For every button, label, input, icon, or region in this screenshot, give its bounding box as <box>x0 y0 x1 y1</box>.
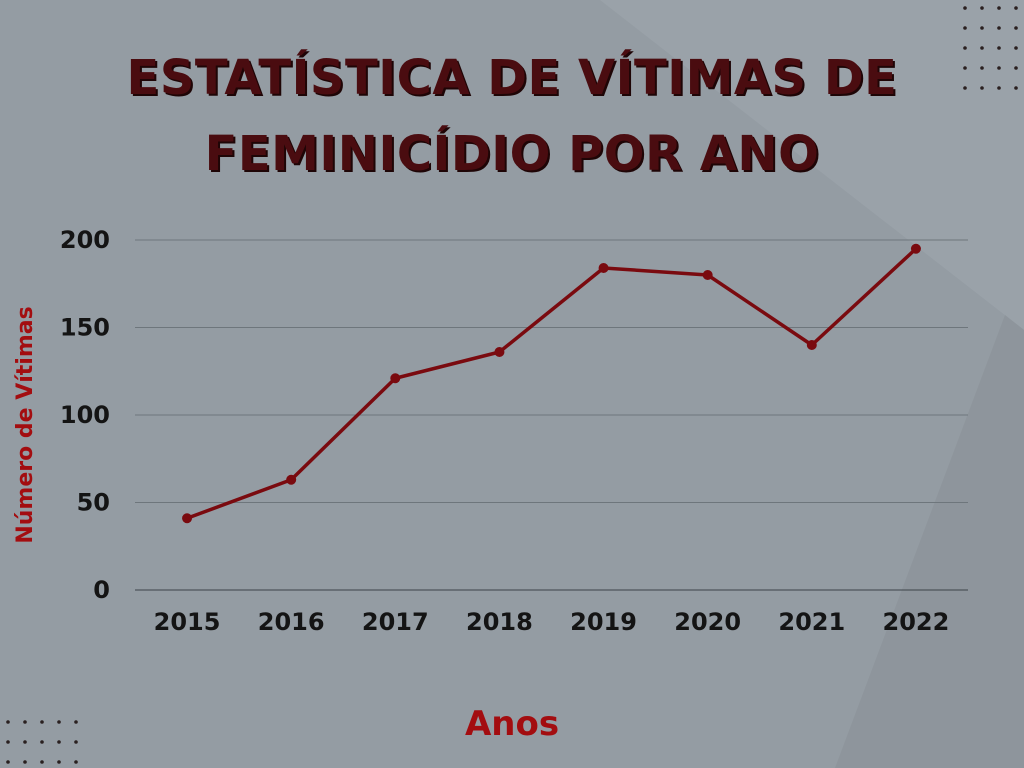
decor-dot <box>23 740 27 744</box>
decor-dot <box>963 6 967 10</box>
x-tick-label: 2018 <box>466 608 533 636</box>
y-axis-ticks: 0 50 100 150 200 <box>60 226 110 604</box>
decor-dot <box>980 46 984 50</box>
decor-dot <box>1014 46 1018 50</box>
x-tick-label: 2019 <box>570 608 637 636</box>
decor-dot <box>997 66 1001 70</box>
data-point <box>702 270 713 280</box>
data-point <box>598 263 609 273</box>
y-axis-label: Número de Vítimas <box>13 306 38 543</box>
decor-dot <box>1014 86 1018 90</box>
decor-dot <box>6 720 10 724</box>
y-tick-label: 100 <box>60 401 110 429</box>
series-group <box>182 243 921 524</box>
decor-dot <box>1014 66 1018 70</box>
series-line <box>186 247 918 520</box>
chart-title-line-1: ESTATÍSTICA DE VÍTIMAS DE <box>126 50 898 106</box>
decor-dot <box>74 760 78 764</box>
decor-dot <box>963 26 967 30</box>
decor-dot <box>23 760 27 764</box>
x-tick-label: 2022 <box>883 608 950 636</box>
chart-title-line-2: FEMINICÍDIO POR ANO <box>204 126 820 182</box>
decor-dot <box>980 26 984 30</box>
decor-dot <box>997 6 1001 10</box>
y-tick-label: 200 <box>60 226 110 254</box>
decor-dot <box>23 720 27 724</box>
grid-lines <box>135 239 968 591</box>
x-axis-label: Anos <box>465 704 559 744</box>
data-point <box>182 513 193 524</box>
dot-pattern-top-right <box>963 6 1018 90</box>
decor-dot <box>997 46 1001 50</box>
decor-dot <box>963 86 967 90</box>
decor-dot <box>57 760 61 764</box>
decor-dot <box>57 720 61 724</box>
decor-dot <box>980 6 984 10</box>
x-tick-label: 2016 <box>258 608 325 636</box>
data-point <box>910 243 921 254</box>
decor-dot <box>963 66 967 70</box>
data-point <box>286 474 297 485</box>
decor-dot <box>40 720 44 724</box>
y-tick-label: 0 <box>93 576 110 604</box>
decor-dot <box>963 46 967 50</box>
decor-dot <box>74 740 78 744</box>
y-tick-label: 150 <box>60 314 110 342</box>
x-tick-label: 2021 <box>778 608 845 636</box>
decor-dot <box>74 720 78 724</box>
decor-dot <box>1014 6 1018 10</box>
data-point <box>806 340 817 350</box>
decor-dot <box>980 66 984 70</box>
decor-dot <box>997 26 1001 30</box>
data-point <box>494 347 505 357</box>
decor-dot <box>6 760 10 764</box>
dot-pattern-bottom-left <box>6 720 78 764</box>
x-tick-label: 2017 <box>362 608 429 636</box>
decor-dot <box>1014 26 1018 30</box>
decor-dot <box>40 760 44 764</box>
decor-dot <box>980 86 984 90</box>
x-axis-ticks: 2015 2016 2017 2018 2019 2020 2021 2022 <box>154 608 950 636</box>
x-tick-label: 2015 <box>154 608 221 636</box>
background-dark-shape <box>835 315 1024 768</box>
x-tick-label: 2020 <box>674 608 741 636</box>
decor-dot <box>57 740 61 744</box>
y-tick-label: 50 <box>77 489 110 517</box>
decor-dot <box>40 740 44 744</box>
data-point <box>390 373 401 384</box>
decor-dot <box>997 86 1001 90</box>
decor-dot <box>6 740 10 744</box>
